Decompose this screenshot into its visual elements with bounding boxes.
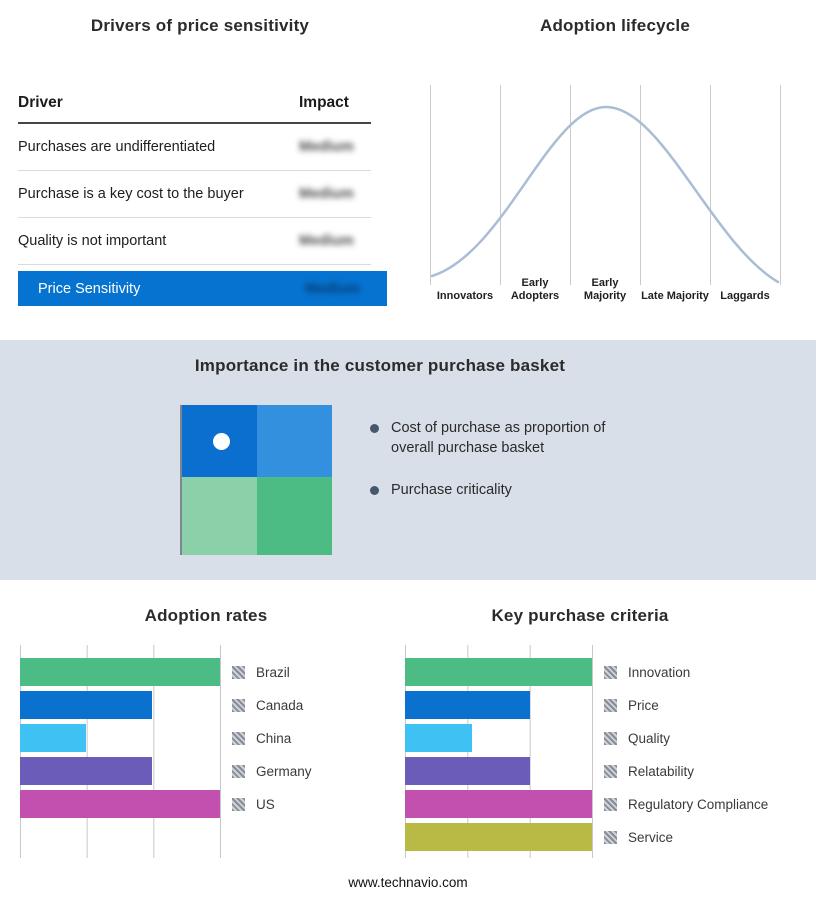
legend-swatch-icon <box>604 765 617 778</box>
legend-label: China <box>256 731 292 746</box>
legend-swatch-icon <box>604 732 617 745</box>
bullet-text: Purchase criticality <box>391 482 512 498</box>
impact-value: Medium <box>299 139 354 155</box>
bullet-dot-icon <box>370 424 379 433</box>
footer-url: www.technavio.com <box>348 875 468 890</box>
bullet-item: Cost of purchase as proportion of overal… <box>370 418 641 458</box>
quadrant-bottom-right <box>257 477 332 555</box>
driver-label: Purchases are undifferentiated <box>18 139 216 155</box>
quadrant-top-left <box>182 405 257 477</box>
price-sensitivity-label: Price Sensitivity <box>38 280 141 297</box>
driver-label: Quality is not important <box>18 233 167 249</box>
bar-innovation <box>405 658 592 686</box>
bar-brazil <box>20 658 220 686</box>
stage-label: Laggards <box>720 290 770 302</box>
bar-quality <box>405 724 473 752</box>
column-driver: Driver <box>18 94 63 111</box>
adoption-rates-legend: Brazil Canada China Germany US <box>232 645 312 821</box>
bell-curve <box>430 105 780 284</box>
quadrant-top-right <box>257 405 332 477</box>
legend-label: Canada <box>256 698 304 713</box>
key-purchase-criteria-title: Key purchase criteria <box>491 606 669 625</box>
stage-label: Early Adopters <box>510 277 560 302</box>
key-purchase-criteria-chart <box>405 645 593 858</box>
bullet-item: Purchase criticality <box>370 480 641 500</box>
legend-item-innovation: Innovation <box>604 656 768 689</box>
table-row: Purchase is a key cost to the buyer Medi… <box>18 171 371 218</box>
legend-item-canada: Canada <box>232 689 312 722</box>
legend-swatch-icon <box>604 699 617 712</box>
legend-label: Relatability <box>628 764 695 779</box>
legend-item-regulatory-compliance: Regulatory Compliance <box>604 788 768 821</box>
table-header: Driver Impact <box>18 94 371 124</box>
bullet-list: Cost of purchase as proportion of overal… <box>370 418 641 522</box>
bar-relatability <box>405 757 531 785</box>
impact-value: Medium <box>299 233 354 249</box>
bar-price <box>405 691 531 719</box>
impact-value: Medium <box>299 186 354 202</box>
legend-item-us: US <box>232 788 312 821</box>
legend-item-brazil: Brazil <box>232 656 312 689</box>
legend-label: Price <box>628 698 659 713</box>
key-purchase-criteria-legend: Innovation Price Quality Relatability Regula… <box>604 645 768 854</box>
legend-item-china: China <box>232 722 312 755</box>
purchase-basket-title: Importance in the customer purchase bask… <box>194 356 566 375</box>
legend-label: Quality <box>628 731 671 746</box>
bell-curve-path <box>430 105 780 284</box>
drivers-title: Drivers of price sensitivity <box>90 16 310 35</box>
price-sensitivity-bar: Price Sensitivity Medium <box>18 271 387 306</box>
legend-label: US <box>256 797 275 812</box>
column-impact: Impact <box>299 94 349 111</box>
table-row: Quality is not important Medium <box>18 218 371 265</box>
bar-us <box>20 790 220 818</box>
lifecycle-stage-labels: Innovators Early Adopters Early Majority… <box>430 240 781 305</box>
legend-item-price: Price <box>604 689 768 722</box>
legend-label: Innovation <box>628 665 691 680</box>
purchase-basket-band <box>0 340 816 580</box>
lifecycle-chart <box>430 85 781 285</box>
table-row: Purchases are undifferentiated Medium <box>18 124 371 171</box>
legend-label: Service <box>628 830 674 845</box>
legend-item-relatability: Relatability <box>604 755 768 788</box>
bar-canada <box>20 691 152 719</box>
stage-label: Late Majority <box>641 290 709 302</box>
legend-label: Brazil <box>256 665 290 680</box>
bullet-dot-icon <box>370 486 379 495</box>
legend-swatch-icon <box>604 666 617 679</box>
adoption-rates-chart <box>20 645 221 858</box>
legend-swatch-icon <box>232 699 245 712</box>
bullet-text: Cost of purchase as proportion of overal… <box>391 420 606 456</box>
driver-label: Purchase is a key cost to the buyer <box>18 186 244 202</box>
legend-item-quality: Quality <box>604 722 768 755</box>
stage-label: Innovators <box>436 290 494 302</box>
stage-label: Early Majority <box>583 277 627 302</box>
quadrant-graphic <box>180 405 332 555</box>
legend-item-service: Service <box>604 821 768 854</box>
drivers-table: Driver Impact Purchases are undifferenti… <box>18 94 371 265</box>
legend-label: Germany <box>256 764 312 779</box>
lifecycle-title: Adoption lifecycle <box>539 16 690 35</box>
legend-swatch-icon <box>232 666 245 679</box>
legend-label: Regulatory Compliance <box>628 797 769 812</box>
bar-regulatory-compliance <box>405 790 592 818</box>
adoption-rates-title: Adoption rates <box>144 606 268 625</box>
legend-swatch-icon <box>232 765 245 778</box>
legend-item-germany: Germany <box>232 755 312 788</box>
bar-china <box>20 724 86 752</box>
legend-swatch-icon <box>232 732 245 745</box>
price-sensitivity-value: Medium <box>305 280 360 297</box>
legend-swatch-icon <box>604 831 617 844</box>
legend-swatch-icon <box>604 798 617 811</box>
bar-service <box>405 823 592 851</box>
quadrant-bottom-left <box>182 477 257 555</box>
legend-swatch-icon <box>232 798 245 811</box>
bar-germany <box>20 757 152 785</box>
quadrant-marker-dot <box>213 433 230 450</box>
